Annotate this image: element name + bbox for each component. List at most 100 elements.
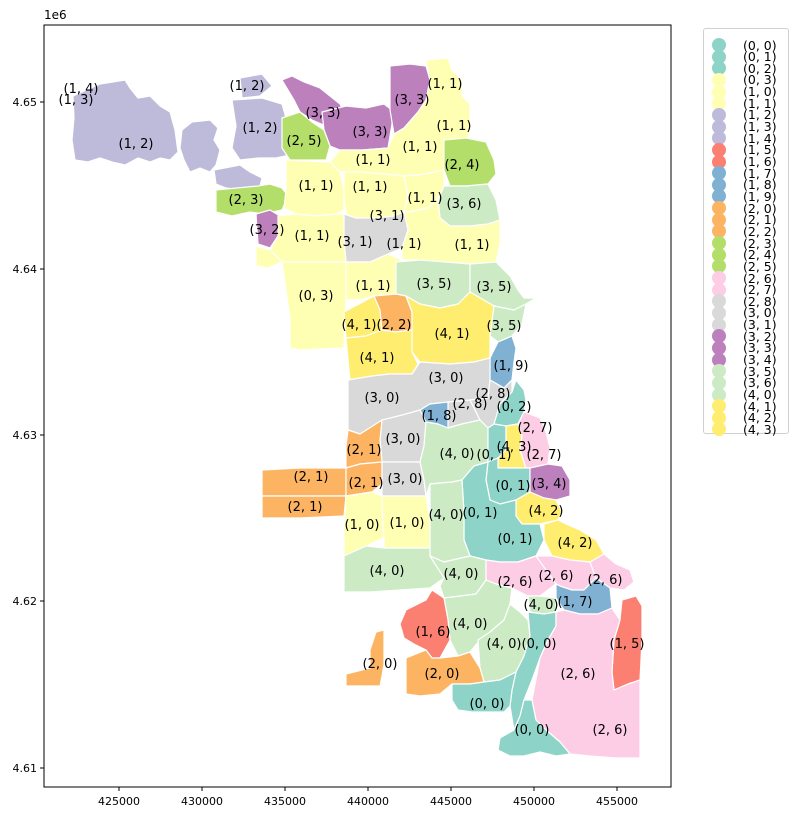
legend-label: (1, 6) [743, 154, 777, 169]
region-label: (1, 1) [403, 140, 438, 155]
region-c35 [489, 303, 527, 343]
legend-entry: (3, 1) [712, 316, 777, 334]
region-label: (2, 7) [527, 448, 562, 463]
region-label: (4, 0) [487, 637, 522, 652]
legend-entry: (3, 6) [712, 374, 777, 392]
legend-label: (3, 1) [743, 317, 777, 333]
legend-entry: (3, 3) [712, 339, 777, 357]
legend-label: (0, 3) [743, 72, 777, 88]
legend-marker-icon [712, 375, 726, 390]
legend-marker-icon [712, 96, 726, 111]
region-label: (2, 1) [294, 470, 329, 485]
legend-marker-icon [712, 259, 726, 274]
region-label: (3, 3) [353, 125, 388, 140]
legend-marker-icon [712, 131, 726, 146]
region-label: (1, 1) [455, 238, 490, 253]
region-label: (1, 2) [119, 137, 154, 152]
legend-label: (0, 2) [743, 60, 777, 76]
legend-label: (2, 3) [743, 235, 777, 251]
region-label: (3, 3) [306, 106, 341, 121]
region-label: (4, 1) [435, 327, 470, 342]
legend: (0, 0) (0, 1) (0, 2) (0, 3) (1, 0) (1, 1) (1, … [703, 28, 789, 437]
legend-marker-icon [712, 329, 726, 344]
region-label: (2, 5) [287, 134, 322, 149]
legend-marker-icon [712, 49, 726, 64]
region-label: (1, 8) [422, 409, 457, 424]
region-label: (3, 1) [370, 209, 405, 224]
legend-entry: (0, 0) [712, 36, 777, 54]
legend-label: (1, 7) [743, 165, 777, 181]
x-tick-label: 450000 [513, 795, 555, 808]
legend-entry: (0, 3) [712, 71, 777, 89]
region-label: (2, 6) [498, 575, 533, 590]
region-c23 [443, 137, 497, 187]
legend-label: (1, 2) [743, 107, 777, 123]
legend-marker-icon [712, 201, 726, 216]
region-polygons [71, 57, 643, 759]
legend-label: (4, 3) [743, 421, 777, 437]
legend-marker-icon [712, 410, 726, 425]
region-label: (0, 3) [299, 289, 334, 304]
legend-entry: (2, 4) [712, 246, 777, 264]
region-label: (1, 4) [64, 82, 99, 97]
region-label: (3, 3) [395, 93, 430, 108]
region-label: (2, 2) [377, 318, 412, 333]
legend-marker-icon [712, 271, 726, 285]
legend-entry: (1, 1) [712, 94, 777, 112]
region-label: (3, 5) [417, 277, 452, 292]
legend-entry: (2, 0) [712, 199, 777, 217]
region-label: (1, 1) [353, 180, 388, 195]
legend-marker-icon [712, 224, 726, 239]
legend-marker-icon [712, 340, 726, 355]
legend-entry: (3, 4) [712, 351, 777, 369]
region-label: (1, 6) [416, 625, 451, 640]
legend-label: (4, 0) [743, 387, 777, 402]
legend-marker-icon [712, 399, 726, 414]
legend-entry: (3, 2) [712, 327, 777, 345]
legend-entry: (1, 7) [712, 164, 777, 182]
region-label: (1, 1) [295, 229, 330, 244]
legend-entry: (0, 2) [712, 59, 777, 77]
legend-marker-icon [712, 294, 726, 309]
region-label: (1, 3) [59, 93, 94, 108]
legend-entry: (3, 0) [712, 304, 777, 322]
region-label: (2, 6) [588, 573, 623, 588]
region-label: (2, 8) [453, 397, 488, 412]
legend-marker-icon [712, 282, 726, 297]
legend-label: (2, 0) [743, 200, 777, 216]
region-label: (0, 1) [496, 479, 531, 494]
legend-label: (2, 5) [743, 258, 777, 274]
legend-entry: (2, 5) [712, 257, 777, 275]
legend-marker-icon [712, 247, 726, 262]
region-label: (0, 0) [470, 697, 505, 712]
region-label: (3, 0) [365, 391, 400, 406]
legend-label: (0, 1) [743, 49, 777, 65]
legend-entry: (1, 2) [712, 106, 777, 124]
legend-entry: (1, 5) [712, 141, 777, 159]
legend-marker-icon [712, 38, 726, 52]
legend-label: (4, 1) [743, 398, 777, 414]
legend-marker-icon [712, 236, 726, 251]
region-c20 [261, 495, 347, 519]
legend-marker-icon [712, 166, 726, 181]
region-label: (4, 1) [360, 351, 395, 366]
region-label: (4, 0) [440, 447, 475, 462]
region-label: (3, 4) [532, 477, 567, 492]
region-label: (2, 1) [349, 476, 384, 491]
legend-label: (2, 6) [743, 270, 777, 286]
y-tick-label: 4.62 [13, 595, 38, 608]
region-label: (2, 8) [476, 387, 511, 402]
legend-label: (1, 0) [743, 84, 777, 100]
legend-entry: (0, 1) [712, 48, 777, 66]
region-label: (2, 6) [561, 667, 596, 682]
region-label: (0, 0) [522, 637, 557, 652]
x-tick-label: 425000 [98, 795, 140, 808]
legend-label: (3, 5) [743, 363, 777, 379]
legend-entry: (4, 2) [712, 409, 777, 427]
region-label: (2, 6) [593, 723, 628, 738]
legend-marker-icon [712, 142, 726, 157]
legend-entry: (4, 3) [712, 420, 777, 438]
region-c17 [555, 577, 613, 615]
